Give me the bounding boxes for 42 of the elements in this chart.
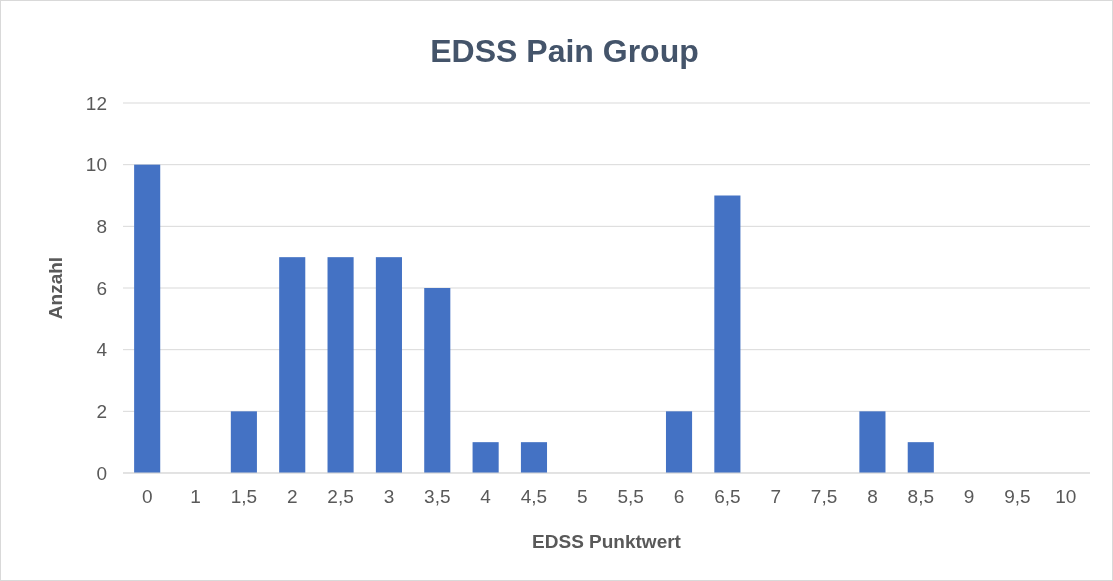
y-axis-title: Anzahl [45,256,66,320]
bar [714,195,741,473]
x-axis-title: EDSS Punktwert [532,531,682,552]
y-tick-label: 10 [85,154,107,176]
x-tick-label: 4,5 [520,486,548,507]
x-tick-label: 4 [480,486,492,507]
x-tick-label: 7,5 [810,486,838,507]
x-tick-label: 5,5 [617,486,644,507]
bar [134,164,161,473]
x-tick-label: 2,5 [327,486,354,507]
bar [472,442,499,473]
bar [907,442,934,473]
y-tick-label: 2 [96,400,107,422]
x-tick-label: 2 [286,486,298,507]
x-tick-label: 3 [383,486,395,507]
x-tick-label: 0 [141,486,153,507]
y-tick-label: 4 [96,339,108,361]
y-tick-label: 12 [85,92,107,114]
x-tick-label: 8 [867,486,878,507]
bar [859,411,886,473]
x-tick-label: 10 [1055,486,1077,507]
x-tick-label: 8,5 [907,486,934,507]
x-tick-label: 6 [673,486,685,507]
x-tick-label: 1 [190,486,201,507]
y-tick-label: 6 [96,277,107,299]
y-tick-label: 8 [96,215,107,237]
x-tick-label: 1,5 [230,486,258,507]
bar [230,411,257,473]
bar [665,411,693,473]
bar [279,257,306,473]
bar [520,442,548,473]
bar [327,257,354,473]
x-tick-label: 6,5 [714,486,741,507]
x-tick-label: 9 [963,486,975,507]
x-tick-label: 7 [770,486,782,507]
chart-title: EDSS Pain Group [430,33,699,69]
x-tick-label: 5 [577,486,588,507]
y-tick-label: 0 [96,462,107,484]
bar [375,257,402,473]
x-tick-label: 3,5 [424,486,451,507]
bar [424,288,451,473]
x-tick-label: 9,5 [1004,486,1031,507]
